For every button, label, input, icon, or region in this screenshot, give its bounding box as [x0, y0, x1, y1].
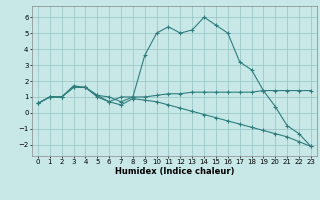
X-axis label: Humidex (Indice chaleur): Humidex (Indice chaleur): [115, 167, 234, 176]
